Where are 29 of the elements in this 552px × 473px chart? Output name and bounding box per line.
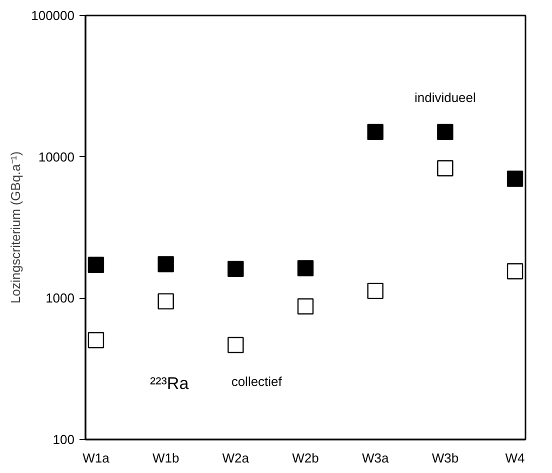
point (297, 298, 314, 314)
x-tick-label: W2b (292, 450, 319, 466)
y-tick-label: 100000 (31, 8, 75, 23)
point (297, 260, 314, 276)
x-tick-label: W3a (362, 450, 390, 466)
point (506, 263, 524, 280)
x-tick-label: W2a (222, 450, 250, 466)
y-tick-label: 100 (52, 432, 75, 447)
point (437, 124, 454, 140)
point (88, 332, 104, 348)
y-axis-title: Lozingscriterium (GBq.a⁻¹) (8, 151, 24, 304)
y-tick-label: 10000 (38, 149, 75, 164)
x-tick-label: W1b (152, 450, 180, 466)
annotation: ²²³Ra (150, 374, 190, 393)
point (437, 160, 454, 176)
series-label: collectief (231, 374, 282, 390)
point (88, 256, 104, 273)
point (367, 282, 384, 300)
x-tick-label: W3b (432, 450, 459, 466)
point (506, 170, 524, 187)
text: individueel (414, 90, 476, 106)
x-tick-label: W4 (505, 450, 525, 466)
point (228, 336, 244, 354)
point (228, 260, 244, 278)
point (367, 124, 384, 140)
point (158, 256, 174, 272)
x-tick-label: W1a (82, 450, 110, 466)
y-tick-label: 1000 (46, 290, 74, 306)
point (158, 293, 174, 310)
